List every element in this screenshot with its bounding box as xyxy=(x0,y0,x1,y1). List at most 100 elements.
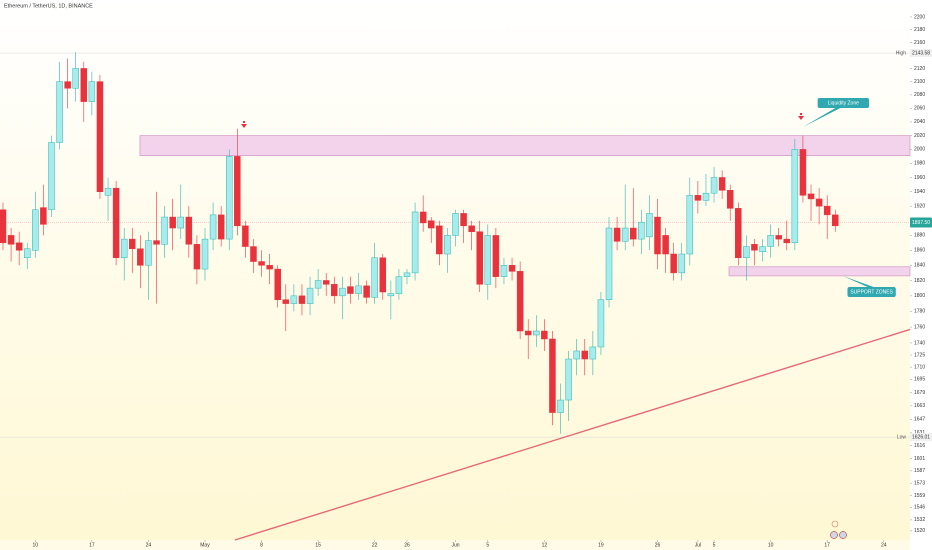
y-tick-label: 1520 xyxy=(914,528,925,534)
y-tick-label: 1840 xyxy=(914,263,925,269)
y-tick-label: 2120 xyxy=(914,66,925,72)
candle-body xyxy=(40,207,47,225)
candle-body xyxy=(516,271,524,332)
price-axis xyxy=(910,0,932,550)
candle-body xyxy=(290,295,298,304)
candle-body xyxy=(775,235,782,240)
y-tick-label: 1601 xyxy=(914,456,925,462)
candle-body xyxy=(48,142,55,211)
level-value: 2143.58 xyxy=(912,50,930,56)
x-tick-label: 15 xyxy=(315,542,321,548)
candle-body xyxy=(411,211,419,274)
x-tick-label: Jun xyxy=(451,542,459,548)
candle-body xyxy=(129,238,136,250)
trendline xyxy=(234,328,911,541)
x-tick-label: 24 xyxy=(146,542,152,548)
candle-body xyxy=(234,156,241,227)
candle-body xyxy=(621,227,629,242)
last-price-badge xyxy=(910,217,932,228)
candle-body xyxy=(185,216,193,245)
zone xyxy=(139,135,911,156)
y-tick-label: 1760 xyxy=(914,324,925,330)
candle-body xyxy=(331,284,338,297)
y-tick-label: 1546 xyxy=(914,505,925,511)
candle-body xyxy=(541,330,548,340)
flag-icon[interactable] xyxy=(839,531,847,539)
icon[interactable] xyxy=(831,520,839,528)
candle-body xyxy=(565,358,572,401)
candle-body xyxy=(23,248,31,259)
x-tick-label: 22 xyxy=(372,542,378,548)
candle-body xyxy=(306,287,314,304)
candle-body xyxy=(137,248,144,266)
candle-body xyxy=(201,238,209,270)
candle-body xyxy=(573,350,580,360)
candle-body xyxy=(379,257,387,293)
level-label: High xyxy=(896,50,907,56)
candle-body xyxy=(274,268,281,300)
candle-body xyxy=(589,346,597,360)
candle-body xyxy=(242,225,249,247)
y-tick-label: 2020 xyxy=(914,133,925,139)
candle-body xyxy=(823,205,831,216)
candle-body xyxy=(322,280,330,285)
chart-title: Ethereum / TetherUS, 1D, BINANCE xyxy=(4,3,93,9)
candle-body xyxy=(476,231,483,285)
candle-body xyxy=(371,257,378,298)
candle-body xyxy=(533,330,540,336)
y-tick-label: 1663 xyxy=(914,403,925,409)
callout-pointer xyxy=(803,107,841,127)
candle-body xyxy=(347,286,354,294)
y-tick-label: 1573 xyxy=(914,481,925,487)
candle-body xyxy=(161,216,168,245)
plot: Liquidity Zone SUPPORT ZONES xyxy=(0,52,911,541)
candle-body xyxy=(686,195,694,255)
x-tick-label: 24 xyxy=(881,542,887,548)
y-tick-label: 2000 xyxy=(914,147,925,153)
candle-body xyxy=(250,246,257,262)
candle-body xyxy=(678,253,685,274)
y-tick-label: 2160 xyxy=(914,40,925,46)
y-tick-label: 1880 xyxy=(914,233,925,239)
candle-body xyxy=(112,187,120,259)
candle-body xyxy=(193,244,201,270)
candle-body xyxy=(436,225,443,255)
y-tick-label: 1960 xyxy=(914,175,925,181)
candle-body xyxy=(791,149,799,244)
candle-body xyxy=(767,235,774,247)
candle-body xyxy=(266,265,273,270)
candle-body xyxy=(726,190,734,209)
candle-body xyxy=(7,235,15,245)
zone xyxy=(728,266,911,277)
candle-body xyxy=(444,235,451,255)
candle-body xyxy=(282,299,290,304)
x-tick-label: Jul xyxy=(695,542,701,548)
y-tick-label: 1860 xyxy=(914,248,925,254)
candle-body xyxy=(72,68,79,89)
candle-body xyxy=(339,287,346,297)
y-tick-label: 1695 xyxy=(914,377,925,383)
y-tick-label: 1920 xyxy=(914,203,925,209)
y-tick-label: 1820 xyxy=(914,278,925,284)
candle-body xyxy=(403,272,411,277)
y-tick-label: 1940 xyxy=(914,189,925,195)
flag-icon[interactable] xyxy=(830,531,838,539)
candle-body xyxy=(549,338,556,413)
candle-body xyxy=(508,265,516,272)
level-badge xyxy=(910,49,932,58)
candle-body xyxy=(654,216,661,255)
candle-body xyxy=(64,81,71,89)
candle-body xyxy=(832,214,839,227)
candle-body xyxy=(387,293,395,297)
y-tick-label: 1710 xyxy=(914,364,925,370)
x-tick-label: 26 xyxy=(404,542,410,548)
candle-body xyxy=(56,81,63,143)
candle-body xyxy=(427,220,435,229)
candle-body xyxy=(597,299,605,348)
callout-pointer xyxy=(843,276,874,287)
x-tick-label: 12 xyxy=(542,542,548,548)
candle-body xyxy=(613,227,621,242)
y-tick-label: 2180 xyxy=(914,27,925,33)
y-tick-label: 1532 xyxy=(914,517,925,523)
candle-body xyxy=(452,213,459,236)
